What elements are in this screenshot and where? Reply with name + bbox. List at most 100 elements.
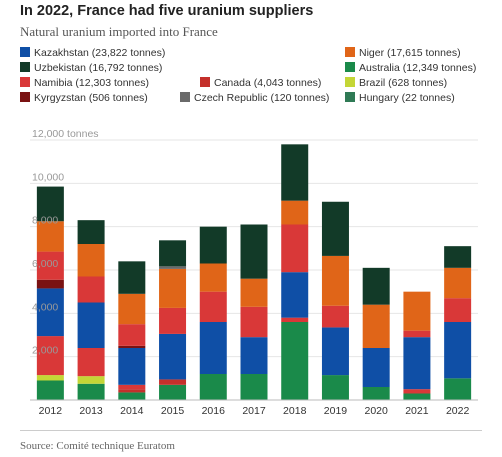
bar-segment: [118, 392, 146, 400]
bar-segment: [118, 384, 146, 390]
source-note: Source: Comité technique Euratom: [20, 440, 175, 452]
y-tick-label: 6,000: [32, 258, 58, 270]
bar-segment: [159, 266, 187, 269]
bar-segment: [199, 291, 227, 322]
legend-label: Namibia (12,303 tonnes): [34, 77, 149, 89]
bar-segment: [118, 389, 146, 393]
bar-segment: [159, 384, 187, 400]
bar-segment: [199, 322, 227, 374]
y-tick-label: 2,000: [32, 345, 58, 357]
bar-segment: [77, 220, 105, 244]
chart-title: In 2022, France had five uranium supplie…: [20, 3, 314, 19]
legend-swatch: [345, 62, 355, 72]
legend-swatch: [200, 77, 210, 87]
bar-segment: [159, 307, 187, 334]
bar-segment: [403, 291, 431, 331]
bar-segment: [321, 327, 349, 376]
bar-segment: [362, 348, 390, 387]
legend-label: Australia (12,349 tonnes): [359, 62, 477, 74]
bar-segment: [362, 267, 390, 305]
bar-segment: [240, 306, 268, 338]
bar-segment: [36, 288, 64, 337]
bar-segment: [77, 276, 105, 303]
stacked-bar-chart: 2012 2013 2014 2015 2016 2017 2018 2019 2020 2021…: [30, 128, 478, 417]
legend-item: Australia (12,349 tonnes): [345, 62, 476, 74]
bar-segment: [118, 348, 146, 385]
bar-segment: [36, 375, 64, 381]
legend-label: Canada (4,043 tonnes): [214, 77, 322, 89]
bar-segment: [321, 375, 349, 400]
legend-item: Namibia (12,303 tonnes): [20, 77, 149, 89]
bar-segment: [240, 337, 268, 374]
x-tick-label: 2014: [120, 405, 144, 417]
bar-segment: [118, 324, 146, 346]
bar-segment: [321, 201, 349, 256]
chart-subtitle: Natural uranium imported into France: [20, 24, 218, 39]
bar-segment: [281, 144, 309, 201]
x-tick-label: 2016: [202, 405, 226, 417]
bar-segment: [77, 244, 105, 277]
bar-segment: [281, 317, 309, 322]
legend-label: Hungary (22 tonnes): [359, 92, 455, 104]
x-tick-label: 2018: [283, 405, 307, 417]
legend-label: Niger (17,615 tonnes): [359, 47, 461, 59]
legend-item: Canada (4,043 tonnes): [200, 77, 321, 89]
bar-segment: [159, 268, 187, 308]
legend-label: Kyrgyzstan (506 tonnes): [34, 92, 148, 104]
bar-segment: [362, 387, 390, 400]
bar-segment: [36, 279, 64, 289]
x-tick-label: 2022: [446, 405, 470, 417]
legend-swatch: [20, 47, 30, 57]
bar-segment: [77, 302, 105, 348]
bar-segment: [444, 378, 472, 400]
bar-segment: [36, 186, 64, 222]
legend-item: Hungary (22 tonnes): [345, 92, 455, 104]
x-tick-label: 2021: [405, 405, 429, 417]
legend-item: Brazil (628 tonnes): [345, 77, 447, 89]
y-tick-label: 10,000: [32, 171, 64, 183]
bar-segment: [403, 337, 431, 390]
bar-segment: [77, 383, 105, 400]
footer-divider: [20, 430, 482, 431]
y-tick-label: 12,000 tonnes: [32, 128, 99, 140]
bar-segment: [444, 267, 472, 299]
bar-segment: [281, 272, 309, 318]
x-tick-label: 2015: [161, 405, 185, 417]
bar-segment: [199, 226, 227, 264]
bar-segment: [77, 348, 105, 377]
legend-swatch: [180, 92, 190, 102]
bar-segment: [36, 380, 64, 400]
y-tick-label: 4,000: [32, 301, 58, 313]
bar-segment: [36, 221, 64, 252]
bar-segment: [36, 336, 64, 376]
legend-item: Uzbekistan (16,792 tonnes): [20, 62, 162, 74]
legend-item: Kazakhstan (23,822 tonnes): [20, 47, 165, 59]
bar-segment: [444, 298, 472, 322]
bar-segment: [403, 393, 431, 400]
bar-segment: [159, 379, 187, 385]
bar-segment: [321, 305, 349, 328]
legend-label: Brazil (628 tonnes): [359, 77, 448, 89]
bar-segment: [403, 389, 431, 394]
legend-swatch: [20, 77, 30, 87]
legend-swatch: [20, 92, 30, 102]
bar-segment: [199, 374, 227, 400]
bar-segment: [403, 330, 431, 338]
bar-segment: [118, 293, 146, 325]
bar-segment: [77, 376, 105, 384]
bar-segment: [281, 200, 309, 225]
legend-swatch: [20, 62, 30, 72]
y-tick-label: 8,000: [32, 215, 58, 227]
legend-item: Niger (17,615 tonnes): [345, 47, 461, 59]
bar-segment: [281, 224, 309, 273]
x-tick-label: 2017: [242, 405, 266, 417]
legend-swatch: [345, 47, 355, 57]
legend-swatch: [345, 77, 355, 87]
legend-item: Kyrgyzstan (506 tonnes): [20, 92, 148, 104]
legend-item: Czech Republic (120 tonnes): [180, 92, 329, 104]
x-tick-label: 2019: [324, 405, 348, 417]
bar-segment: [240, 278, 268, 307]
x-tick-label: 2020: [365, 405, 389, 417]
legend-label: Uzbekistan (16,792 tonnes): [34, 62, 163, 74]
bar-segment: [240, 374, 268, 400]
